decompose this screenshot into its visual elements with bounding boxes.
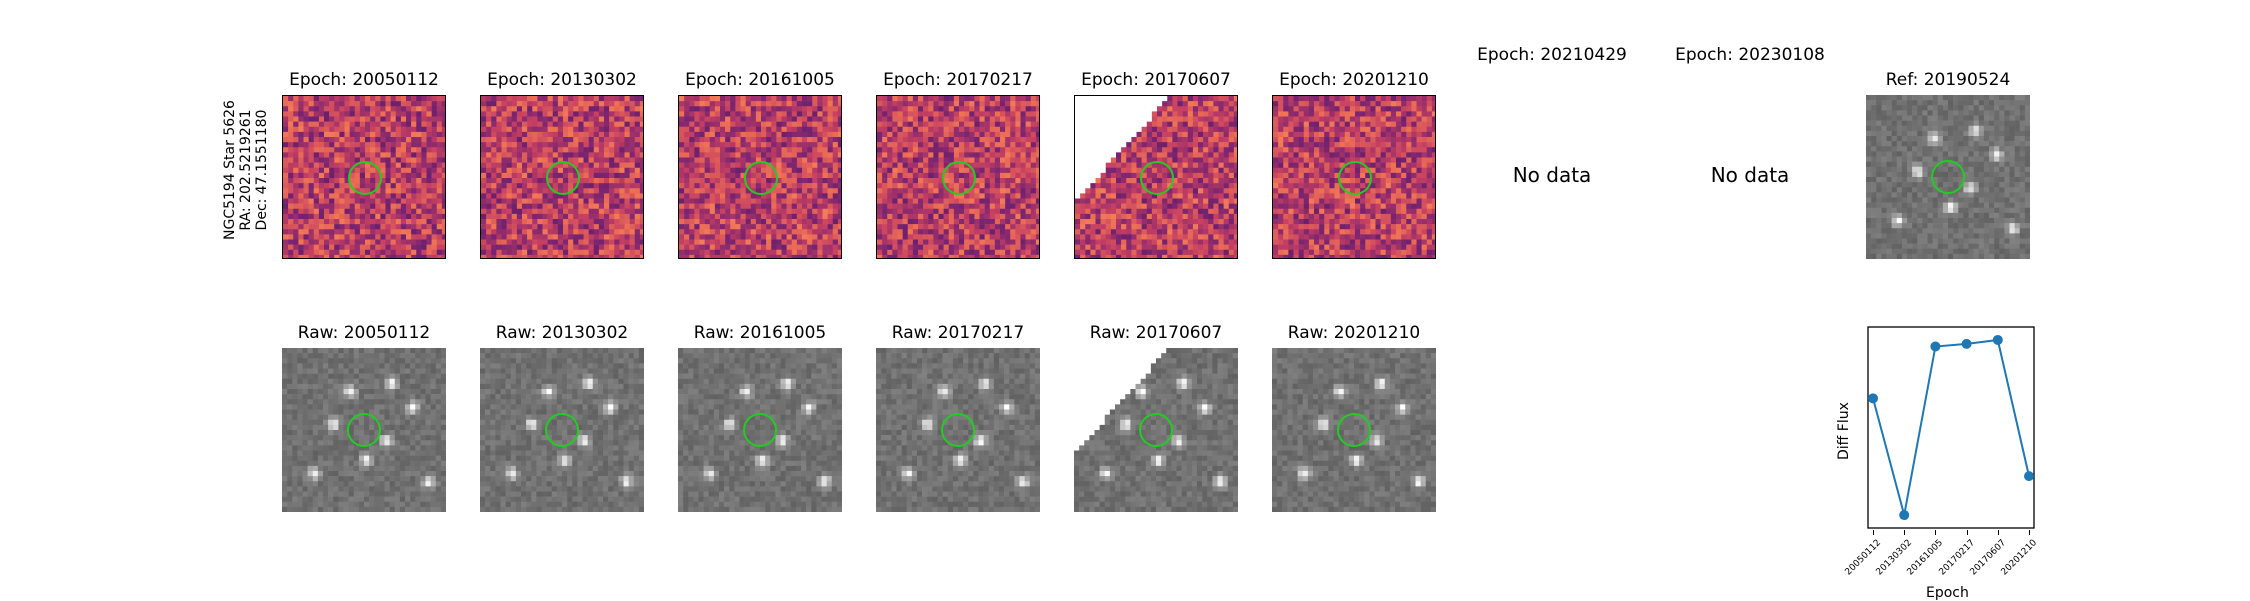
data-point bbox=[1868, 393, 1878, 403]
reference-title: Ref: 20190524 bbox=[1866, 70, 2030, 90]
raw-image bbox=[282, 348, 446, 512]
epoch-title: Epoch: 20210429 bbox=[1470, 45, 1634, 65]
data-point bbox=[1993, 335, 2003, 345]
star-name: NGC5194 Star 5626 bbox=[222, 100, 238, 240]
aperture-circle bbox=[1140, 161, 1174, 195]
aperture-circle bbox=[348, 161, 382, 195]
lightcurve-svg bbox=[1866, 325, 2036, 530]
raw-image bbox=[876, 348, 1040, 512]
difference-image bbox=[480, 95, 644, 259]
epoch-title: Epoch: 20230108 bbox=[1668, 45, 1832, 65]
raw-title: Raw: 20170217 bbox=[876, 323, 1040, 343]
series-line bbox=[1873, 340, 2029, 515]
raw-image bbox=[1074, 348, 1238, 512]
x-tick bbox=[1998, 530, 1999, 535]
raw-title: Raw: 20050112 bbox=[282, 323, 446, 343]
aperture-circle bbox=[545, 413, 579, 447]
diff-flux-lightcurve bbox=[1866, 325, 2036, 530]
plot-frame bbox=[1868, 327, 2034, 528]
difference-image bbox=[678, 95, 842, 259]
no-data-text: No data bbox=[1470, 163, 1634, 187]
epoch-title: Epoch: 20170217 bbox=[876, 70, 1040, 90]
x-tick bbox=[1904, 530, 1905, 535]
star-label: NGC5194 Star 5626 RA: 202.5219261 Dec: 4… bbox=[222, 100, 270, 240]
data-point bbox=[1930, 341, 1940, 351]
aperture-circle bbox=[1338, 161, 1372, 195]
difference-image bbox=[1272, 95, 1436, 259]
difference-image bbox=[282, 95, 446, 259]
aperture-circle bbox=[942, 161, 976, 195]
no-data-text: No data bbox=[1668, 163, 1832, 187]
difference-image bbox=[1074, 95, 1238, 259]
raw-image bbox=[1272, 348, 1436, 512]
raw-image bbox=[678, 348, 842, 512]
epoch-title: Epoch: 20201210 bbox=[1272, 70, 1436, 90]
data-point bbox=[1899, 510, 1909, 520]
star-ra: RA: 202.5219261 bbox=[238, 100, 254, 240]
raw-title: Raw: 20201210 bbox=[1272, 323, 1436, 343]
x-tick bbox=[1873, 530, 1874, 535]
aperture-circle bbox=[744, 161, 778, 195]
difference-image bbox=[876, 95, 1040, 259]
aperture-circle bbox=[743, 413, 777, 447]
aperture-circle bbox=[1931, 160, 1965, 194]
star-dec: Dec: 47.1551180 bbox=[254, 100, 270, 240]
aperture-circle bbox=[347, 413, 381, 447]
data-point bbox=[1962, 339, 1972, 349]
raw-title: Raw: 20161005 bbox=[678, 323, 842, 343]
aperture-circle bbox=[1139, 413, 1173, 447]
epoch-title: Epoch: 20130302 bbox=[480, 70, 644, 90]
epoch-title: Epoch: 20050112 bbox=[282, 70, 446, 90]
x-tick bbox=[2029, 530, 2030, 535]
raw-title: Raw: 20170607 bbox=[1074, 323, 1238, 343]
aperture-circle bbox=[546, 161, 580, 195]
x-tick bbox=[1935, 530, 1936, 535]
raw-title: Raw: 20130302 bbox=[480, 323, 644, 343]
epoch-title: Epoch: 20170607 bbox=[1074, 70, 1238, 90]
x-axis-label: Epoch bbox=[1926, 585, 1969, 601]
y-axis-label: Diff Flux bbox=[1836, 402, 1852, 460]
aperture-circle bbox=[1337, 413, 1371, 447]
epoch-title: Epoch: 20161005 bbox=[678, 70, 842, 90]
reference-image bbox=[1866, 95, 2030, 259]
aperture-circle bbox=[941, 413, 975, 447]
x-tick bbox=[1967, 530, 1968, 535]
raw-image bbox=[480, 348, 644, 512]
data-point bbox=[2024, 471, 2034, 481]
